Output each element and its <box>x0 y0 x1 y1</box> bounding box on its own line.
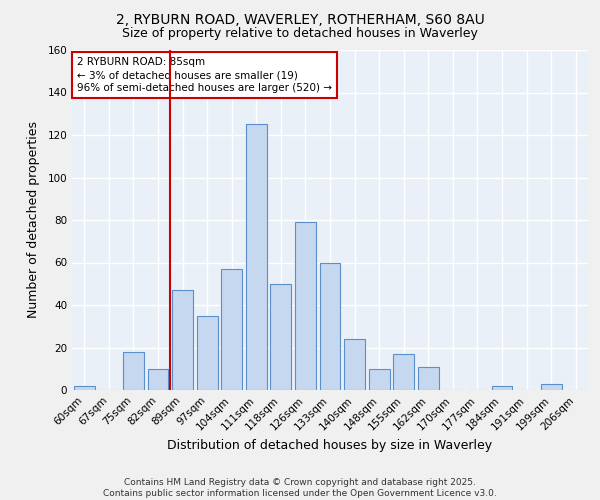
Bar <box>295 222 316 390</box>
Bar <box>418 366 439 390</box>
Bar <box>246 124 267 390</box>
X-axis label: Distribution of detached houses by size in Waverley: Distribution of detached houses by size … <box>167 438 493 452</box>
Bar <box>344 339 365 390</box>
Bar <box>541 384 562 390</box>
Bar <box>74 386 95 390</box>
Text: Contains HM Land Registry data © Crown copyright and database right 2025.
Contai: Contains HM Land Registry data © Crown c… <box>103 478 497 498</box>
Bar <box>197 316 218 390</box>
Bar <box>123 352 144 390</box>
Bar <box>393 354 414 390</box>
Text: 2, RYBURN ROAD, WAVERLEY, ROTHERHAM, S60 8AU: 2, RYBURN ROAD, WAVERLEY, ROTHERHAM, S60… <box>116 12 484 26</box>
Text: Size of property relative to detached houses in Waverley: Size of property relative to detached ho… <box>122 28 478 40</box>
Bar <box>172 290 193 390</box>
Bar <box>148 369 169 390</box>
Y-axis label: Number of detached properties: Number of detached properties <box>28 122 40 318</box>
Bar <box>221 269 242 390</box>
Bar <box>368 369 389 390</box>
Text: 2 RYBURN ROAD: 85sqm
← 3% of detached houses are smaller (19)
96% of semi-detach: 2 RYBURN ROAD: 85sqm ← 3% of detached ho… <box>77 57 332 93</box>
Bar <box>271 284 292 390</box>
Bar <box>320 262 340 390</box>
Bar <box>491 386 512 390</box>
